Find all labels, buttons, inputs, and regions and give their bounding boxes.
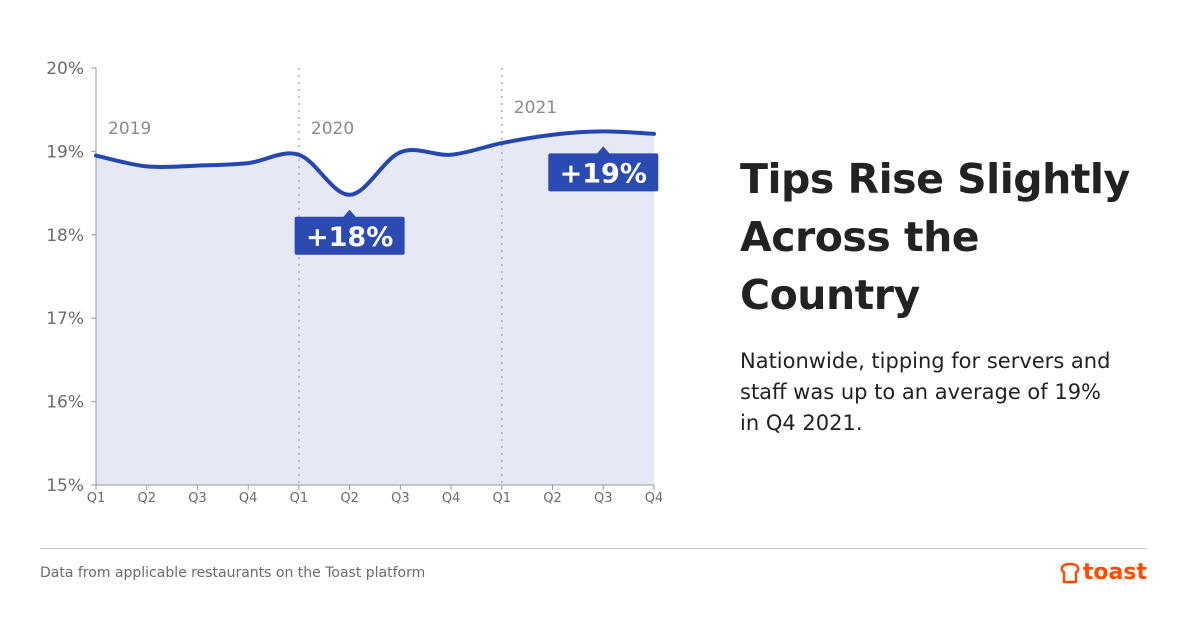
y-tick-label: 20% [46, 59, 84, 79]
y-tick-label: 18% [46, 226, 84, 246]
x-tick-label: Q2 [340, 491, 359, 506]
y-tick-label: 15% [46, 476, 84, 496]
x-tick-label: Q4 [239, 491, 258, 506]
year-label-2019: 2019 [108, 119, 151, 139]
series-line [94, 129, 656, 197]
y-tick-label: 19% [46, 142, 84, 162]
x-tick-label: Q1 [493, 491, 512, 506]
callout-box [294, 216, 405, 255]
callout-label: +19% [560, 158, 647, 189]
year-label-2020: 2020 [311, 119, 354, 139]
x-tick-label: Q2 [137, 491, 156, 506]
x-tick-label: Q1 [87, 491, 106, 506]
x-tick-label: Q1 [290, 491, 309, 506]
chart-area: 15% 16% 17% 18% 19% 20% Q1 Q2 Q3 Q4 Q1 Q2 Q3 Q4 Q1 Q2 Q3… [46, 59, 664, 506]
area-fill [96, 131, 654, 486]
x-tick-label: Q3 [391, 491, 410, 506]
y-tick-label: 16% [46, 393, 84, 413]
footer-note: Data from applicable restaurants on the … [40, 565, 426, 581]
brand-name: toast [1082, 560, 1147, 585]
x-tick-label: Q3 [188, 491, 207, 506]
callout-pointer [596, 146, 611, 155]
toast-logo: toast [1059, 560, 1147, 585]
callout-box [548, 153, 659, 192]
toast-icon [1060, 562, 1080, 583]
footer-divider [40, 548, 1147, 549]
tips-chart: 15% 16% 17% 18% 19% 20% Q1 Q2 Q3 Q4 Q1 Q2 Q3 Q4 Q1 Q2 Q3… [46, 59, 664, 506]
x-tick-label: Q3 [594, 491, 613, 506]
x-tick-label: Q4 [645, 491, 664, 506]
year-label-2021: 2021 [514, 98, 557, 118]
x-tick-label: Q2 [543, 491, 562, 506]
x-tick-label: Q4 [442, 491, 461, 506]
side-panel: Tips Rise Slightly Across the Country Na… [740, 150, 1160, 439]
callout-pointer [342, 209, 357, 218]
headline: Tips Rise Slightly Across the Country [740, 155, 1130, 319]
y-tick-label: 17% [46, 309, 84, 329]
subtext: Nationwide, tipping for servers and staf… [740, 349, 1111, 435]
callout-label: +18% [306, 222, 393, 253]
